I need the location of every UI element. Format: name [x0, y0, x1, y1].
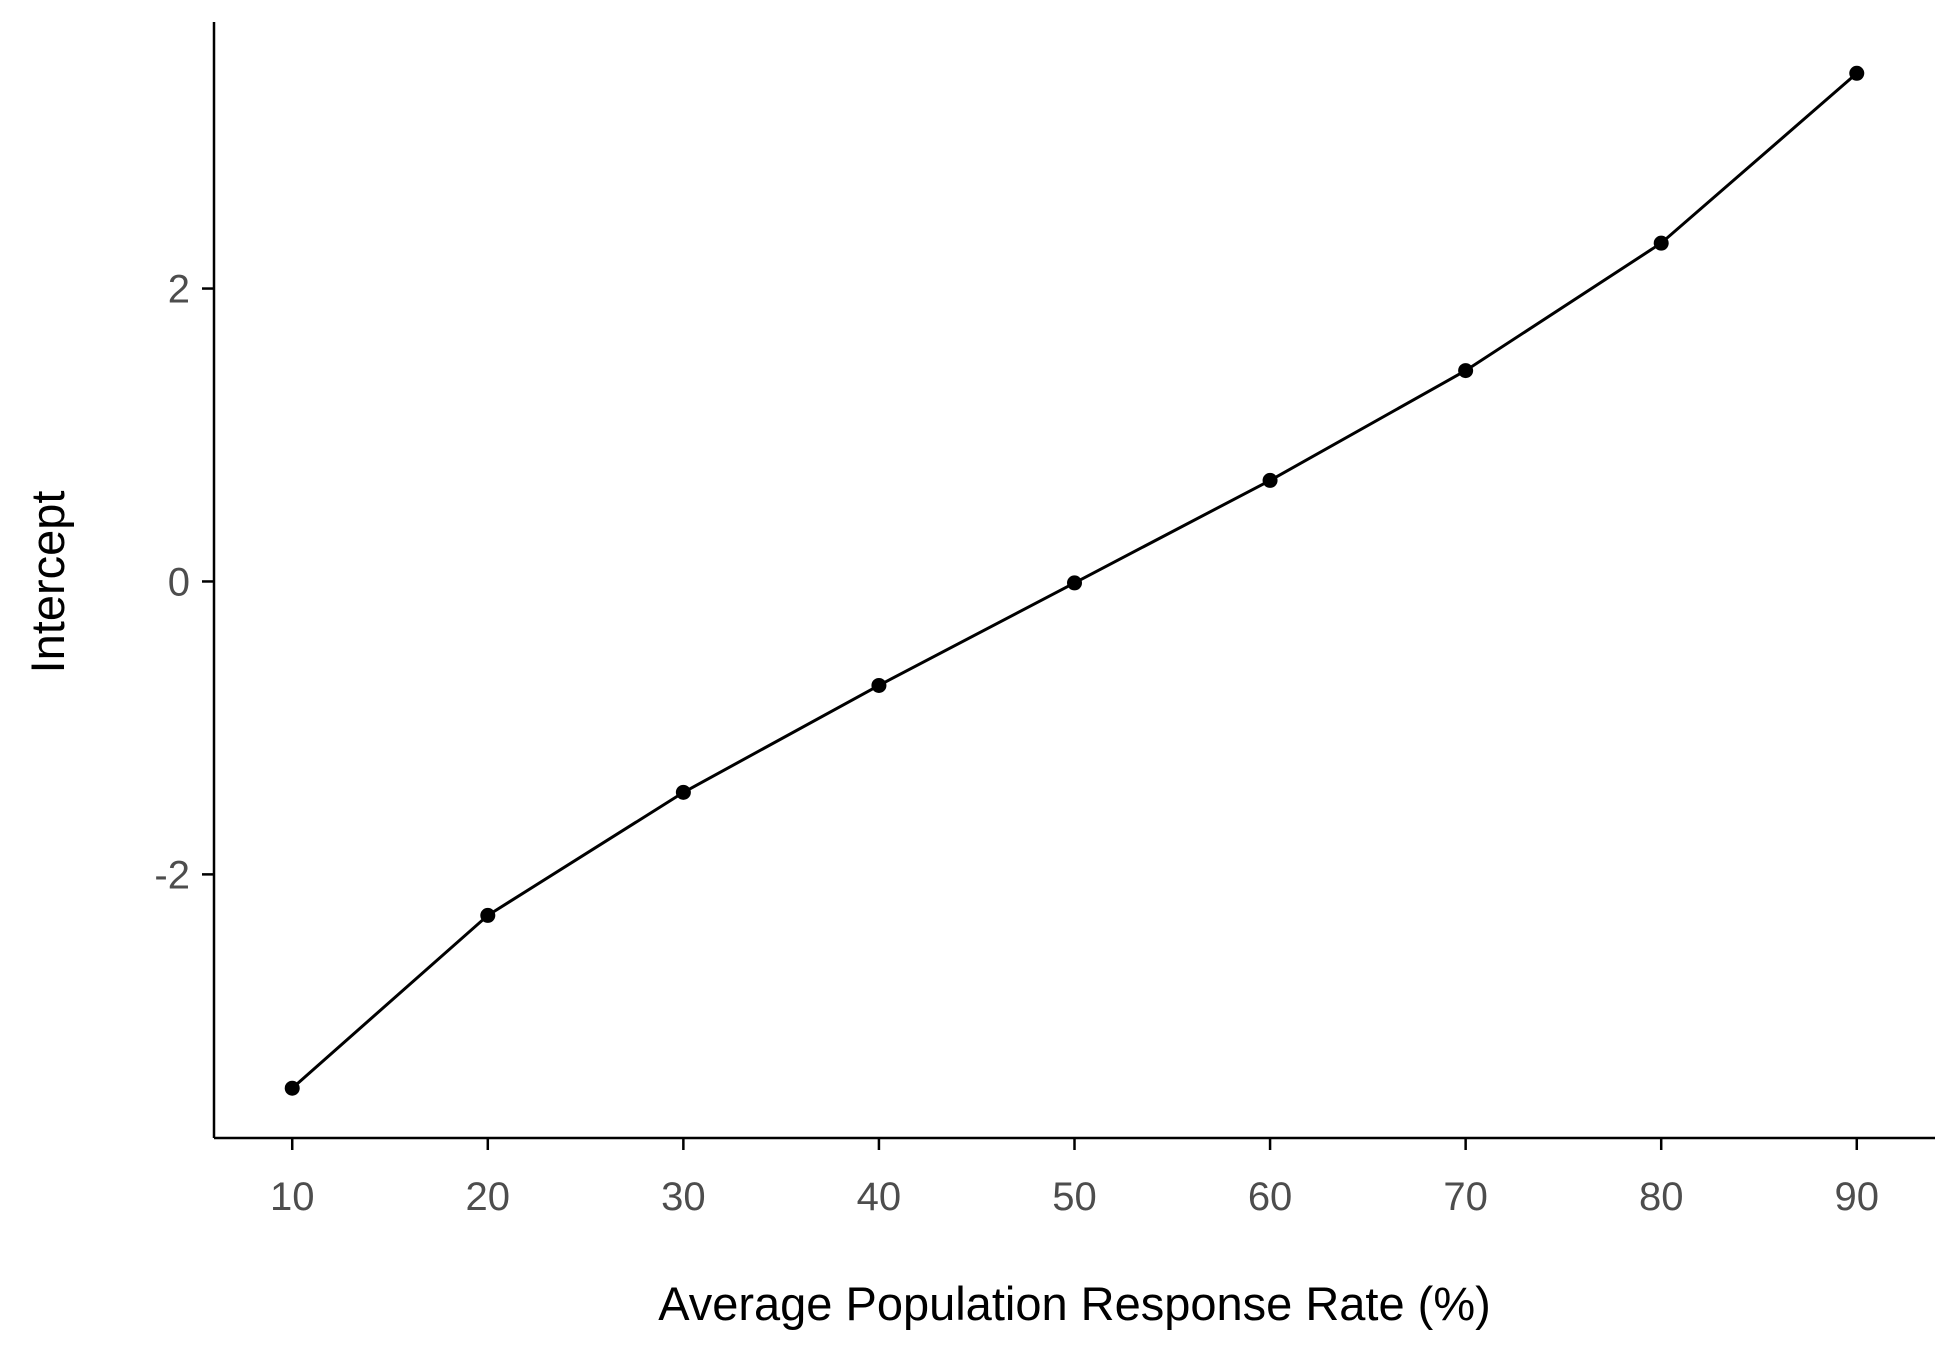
data-point: [1458, 363, 1474, 379]
plot-area: -2 0 2 10 20 30 40 50 60 70 80 90: [154, 22, 1935, 1219]
y-tick-label: 2: [168, 268, 190, 312]
x-tick-label: 40: [857, 1175, 902, 1219]
x-tick-label: 30: [661, 1175, 706, 1219]
series-group: [284, 65, 1865, 1096]
data-point: [1067, 575, 1082, 591]
data-point: [871, 677, 887, 693]
x-tick-label: 70: [1443, 1175, 1488, 1219]
x-axis-ticks: 10 20 30 40 50 60 70 80 90: [270, 1138, 1879, 1219]
x-tick-label: 90: [1835, 1175, 1880, 1219]
x-tick-label: 60: [1248, 1175, 1293, 1219]
y-axis-title: Intercept: [21, 491, 74, 674]
y-tick-label: 0: [168, 560, 190, 604]
data-point: [1849, 65, 1865, 81]
y-tick-label: -2: [154, 853, 190, 897]
data-point: [480, 907, 496, 923]
data-point: [1653, 235, 1669, 251]
y-axis-ticks: -2 0 2: [154, 268, 214, 897]
x-tick-label: 10: [270, 1175, 315, 1219]
x-tick-label: 20: [466, 1175, 511, 1219]
x-axis-title: Average Population Response Rate (%): [658, 1277, 1491, 1330]
data-point: [675, 784, 691, 800]
data-point: [1262, 472, 1278, 488]
x-tick-label: 50: [1052, 1175, 1097, 1219]
data-point: [284, 1080, 300, 1096]
x-tick-label: 80: [1639, 1175, 1684, 1219]
